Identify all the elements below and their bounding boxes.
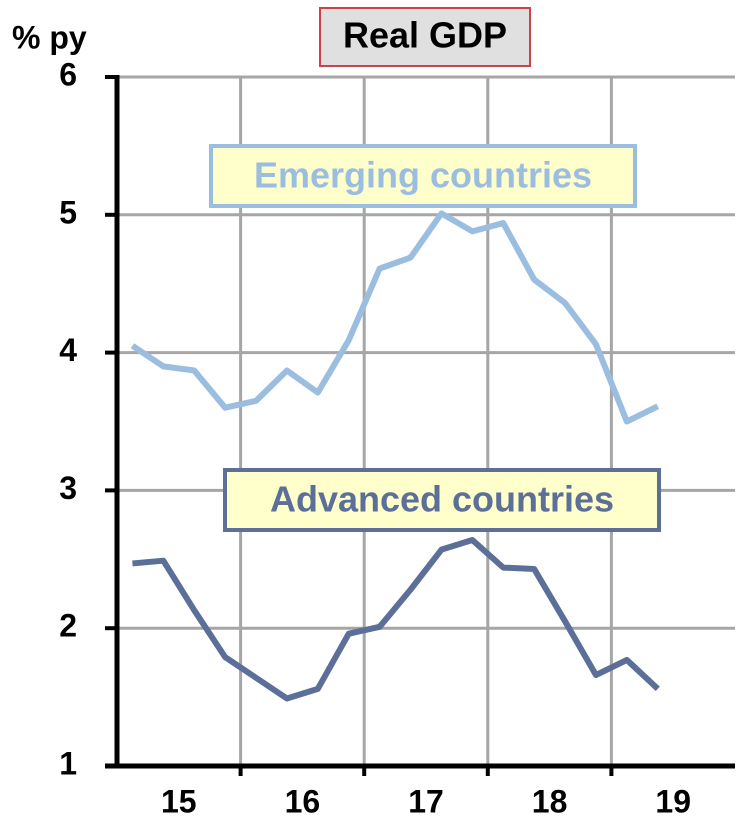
series-line [132,537,660,702]
y-tick-label: 3 [59,470,77,506]
y-tick-label: 6 [59,56,77,92]
x-tick-label: 15 [161,783,197,819]
title-box [319,7,531,67]
x-tick-label: 16 [285,783,321,819]
y-tick-label: 1 [59,745,77,781]
legend-label: Advanced countries [270,479,614,520]
legend-box [223,468,661,532]
series-line [130,210,660,425]
y-tick-label: 2 [59,608,77,644]
y-tick-label: 4 [59,332,77,368]
legend-label: Emerging countries [254,155,592,196]
x-tick-label: 17 [408,783,444,819]
x-tick-label: 18 [532,783,568,819]
chart-title: Real GDP [343,15,507,56]
legend-box [209,144,637,208]
x-tick-label: 19 [655,783,691,819]
y-tick-label: 5 [59,194,77,230]
y-axis-label: % py [12,19,87,55]
